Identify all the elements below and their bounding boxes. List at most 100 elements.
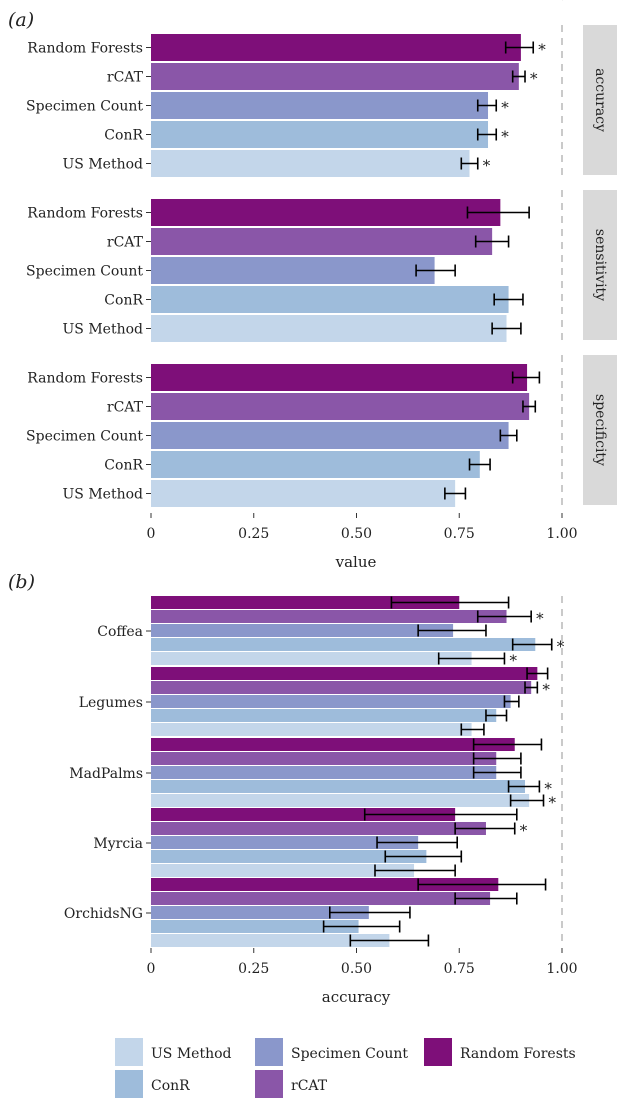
legend-swatch: [255, 1038, 283, 1066]
panel-a-label: (a): [8, 9, 34, 31]
bar: [151, 480, 456, 507]
group-label: Legumes: [79, 695, 143, 711]
bar: [151, 766, 497, 779]
bar: [151, 638, 536, 651]
bar: [151, 92, 489, 119]
x-tick-label: 0.50: [341, 961, 372, 977]
x-tick-label: 1.00: [546, 961, 577, 977]
legend-label: rCAT: [291, 1078, 328, 1094]
category-label: Random Forests: [27, 41, 143, 57]
x-tick-label: 0.75: [444, 526, 475, 542]
significance-marker: *: [549, 794, 557, 812]
category-label: rCAT: [107, 70, 144, 86]
bar: [151, 920, 359, 933]
significance-marker: *: [520, 822, 528, 840]
panel-b: (b) accuracy Coffea***Legumes*MadPalms**…: [8, 571, 578, 1006]
bar: [151, 738, 515, 751]
bar: [151, 906, 369, 919]
facet-strip-label: specificity: [592, 394, 608, 466]
facet-strip: [583, 190, 617, 340]
bar: [151, 315, 507, 342]
panel-a: (a) value accuracy Random Forests * rCAT * Sp…: [8, 9, 617, 571]
legend-label: Random Forests: [460, 1046, 576, 1062]
category-label: ConR: [104, 293, 143, 309]
legend-swatch: [424, 1038, 452, 1066]
bar: [151, 596, 460, 609]
category-label: Random Forests: [27, 371, 143, 387]
bar: [151, 63, 519, 90]
significance-marker: *: [536, 610, 544, 628]
category-label: Random Forests: [27, 206, 143, 222]
x-tick-label: 0.25: [238, 526, 269, 542]
bar: [151, 934, 390, 947]
x-tick-label: 0: [147, 961, 156, 977]
significance-marker: *: [538, 41, 546, 59]
bar: [151, 780, 526, 793]
bar: [151, 34, 521, 61]
significance-marker: *: [530, 70, 538, 88]
legend-label: Specimen Count: [291, 1046, 408, 1062]
category-label: ConR: [104, 128, 143, 144]
bar: [151, 286, 509, 313]
legend: US Method ConR Specimen Count rCAT Random Fo…: [115, 1038, 576, 1098]
group-myrcia: Myrcia *: [93, 808, 528, 877]
legend-label: US Method: [151, 1046, 232, 1062]
bar: [151, 422, 509, 449]
bar: [151, 624, 454, 637]
legend-item: Random Forests: [424, 1038, 576, 1066]
category-label: Specimen Count: [26, 99, 143, 115]
bar: [151, 652, 472, 665]
category-label: Specimen Count: [26, 429, 143, 445]
bar: [151, 257, 435, 284]
facet-strip-label: accuracy: [592, 68, 608, 132]
bar: [151, 610, 507, 623]
bar: [151, 752, 497, 765]
bar: [151, 892, 491, 905]
bar: [151, 150, 470, 177]
bar: [151, 836, 419, 849]
bar: [151, 667, 538, 680]
group-label: OrchidsNG: [64, 906, 143, 922]
legend-label: ConR: [151, 1078, 190, 1094]
legend-swatch: [115, 1038, 143, 1066]
significance-marker: *: [483, 157, 491, 175]
x-tick-label: 0.50: [341, 526, 372, 542]
bar: [151, 393, 530, 420]
category-label: rCAT: [107, 400, 144, 416]
category-label: rCAT: [107, 235, 144, 251]
legend-item: US Method: [115, 1038, 232, 1066]
bar: [151, 364, 528, 391]
x-tick-label: 1.00: [546, 526, 577, 542]
bar: [151, 864, 415, 877]
x-tick-label: 0.75: [444, 961, 475, 977]
legend-swatch: [255, 1070, 283, 1098]
bar: [151, 709, 497, 722]
bar: [151, 121, 489, 148]
group-label: Myrcia: [93, 836, 143, 852]
significance-marker: *: [509, 652, 517, 670]
category-label: US Method: [63, 157, 144, 173]
facet-specificity: specificity Random Forests rCAT Specimen Co…: [26, 355, 617, 507]
legend-item: ConR: [115, 1070, 190, 1098]
bar: [151, 681, 532, 694]
group-legumes: Legumes *: [79, 667, 550, 736]
significance-marker: *: [501, 99, 509, 117]
category-label: ConR: [104, 458, 143, 474]
bar: [151, 695, 511, 708]
legend-swatch: [115, 1070, 143, 1098]
x-tick-label: 0: [147, 526, 156, 542]
group-orchidsng: OrchidsNG: [64, 878, 547, 947]
bar: [151, 228, 493, 255]
facet-strip: [583, 25, 617, 175]
bar: [151, 878, 499, 891]
group-coffea: Coffea * * *: [97, 596, 565, 670]
bar: [151, 794, 530, 807]
bar: [151, 199, 501, 226]
bar: [151, 808, 456, 821]
x-tick-label: 0.25: [238, 961, 269, 977]
legend-item: Specimen Count: [255, 1038, 408, 1066]
category-label: US Method: [63, 487, 144, 503]
panel-b-label: (b): [8, 571, 35, 593]
facet-accuracy: accuracy Random Forests * rCAT * Specimen Cou…: [26, 25, 617, 177]
